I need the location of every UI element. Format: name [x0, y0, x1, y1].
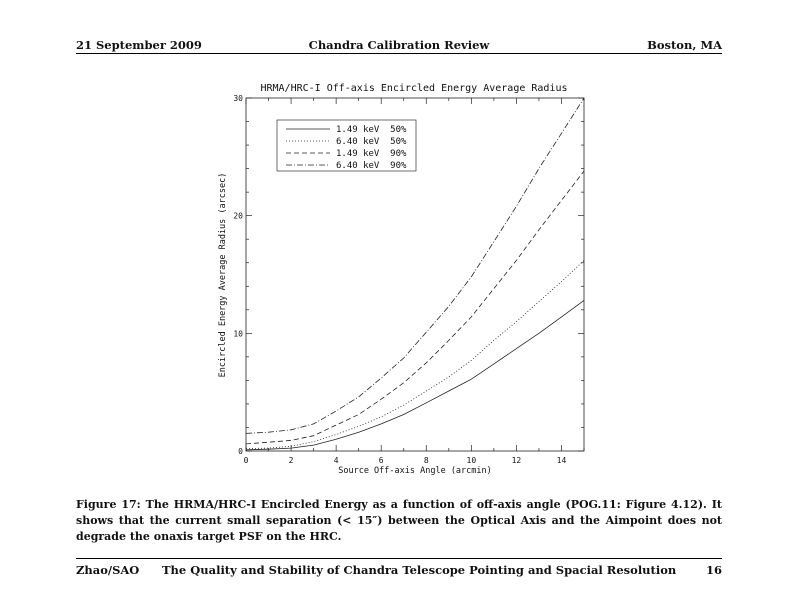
figure-caption: Figure 17: The HRMA/HRC-I Encircled Ener… — [76, 497, 722, 545]
header-location: Boston, MA — [647, 38, 722, 52]
series-line-1 — [245, 300, 585, 451]
series-lines — [245, 97, 585, 451]
y-tick-label: 0 — [238, 447, 243, 456]
x-tick-label: 6 — [379, 456, 384, 465]
footer-author: Zhao/SAO — [76, 563, 140, 577]
legend-label: 6.40 keV 50% — [336, 137, 407, 147]
plot-frame — [245, 97, 585, 452]
x-tick-label: 10 — [467, 456, 477, 465]
x-axis-label: Source Off-axis Angle (arcmin) — [338, 466, 492, 476]
series-line-4 — [245, 97, 585, 434]
caption-text: The HRMA/HRC-I Encircled Energy as a fun… — [76, 498, 722, 543]
chart-title: HRMA/HRC-I Off-axis Encircled Energy Ave… — [260, 83, 567, 94]
legend: 1.49 keV 50% 6.40 keV 50% 1.49 keV 90% 6.40… — [276, 119, 417, 172]
footer-rule — [76, 558, 722, 559]
series-line-2 — [245, 260, 585, 449]
x-tick-label: 8 — [424, 456, 429, 465]
legend-box — [276, 119, 417, 172]
header-date: 21 September 2009 — [76, 38, 202, 52]
x-tick-label: 2 — [289, 456, 294, 465]
header-title: Chandra Calibration Review — [308, 38, 490, 52]
page-number: 16 — [705, 563, 722, 577]
encircled-energy-chart: HRMA/HRC-I Off-axis Encircled Energy Ave… — [218, 83, 585, 476]
header-rule — [76, 53, 722, 54]
y-tick-label: 30 — [233, 94, 243, 103]
x-tick-label: 12 — [512, 456, 522, 465]
y-tick-label: 20 — [233, 212, 243, 221]
x-tick-label: 4 — [334, 456, 339, 465]
legend-label: 6.40 keV 90% — [336, 161, 407, 171]
y-axis-label: Encircled Energy Average Radius (arcsec) — [218, 173, 228, 378]
legend-label: 1.49 keV 50% — [336, 125, 407, 135]
caption-label: Figure 17: — [76, 498, 141, 511]
series-line-3 — [245, 170, 585, 445]
legend-label: 1.49 keV 90% — [336, 149, 407, 159]
footer-title: The Quality and Stability of Chandra Tel… — [162, 563, 677, 577]
y-axis: 0 10 20 30 — [233, 94, 584, 456]
y-tick-label: 10 — [233, 329, 243, 338]
x-tick-label: 14 — [557, 456, 567, 465]
x-tick-label: 0 — [244, 456, 249, 465]
